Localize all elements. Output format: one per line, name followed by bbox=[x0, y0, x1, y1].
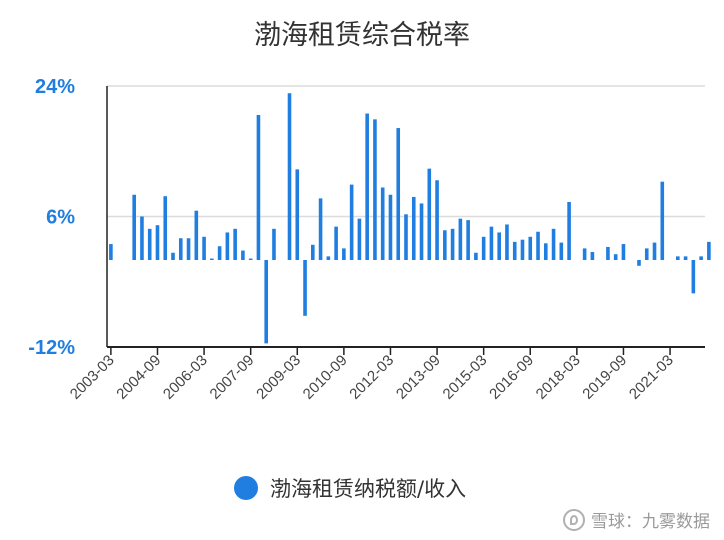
bar bbox=[210, 258, 214, 260]
bar bbox=[551, 228, 556, 260]
bar bbox=[606, 246, 610, 260]
bar bbox=[388, 194, 393, 260]
x-tick-label: 2003-03 bbox=[67, 352, 118, 403]
bar bbox=[427, 168, 432, 260]
chart-title: 渤海租赁综合税率 bbox=[254, 20, 470, 51]
bar bbox=[404, 214, 408, 260]
x-tick-label: 2015-03 bbox=[440, 352, 491, 403]
bar bbox=[699, 256, 703, 260]
x-tick-label: 2006-03 bbox=[160, 352, 211, 403]
bar bbox=[691, 260, 696, 294]
bar bbox=[676, 256, 680, 260]
bar bbox=[365, 113, 369, 260]
bar bbox=[256, 115, 261, 260]
bar bbox=[241, 250, 245, 260]
gridlines bbox=[107, 85, 705, 218]
bar bbox=[147, 228, 152, 260]
bar bbox=[186, 238, 191, 260]
bar bbox=[497, 232, 501, 260]
bar bbox=[233, 228, 237, 260]
x-tick-label: 2012-03 bbox=[346, 352, 397, 403]
bar bbox=[505, 224, 509, 260]
y-tick-label: -12% bbox=[28, 337, 75, 359]
bar bbox=[202, 236, 206, 260]
bar bbox=[652, 242, 657, 260]
y-tick-label: 24% bbox=[35, 76, 75, 98]
bar bbox=[582, 248, 587, 260]
bar bbox=[419, 203, 424, 260]
bar bbox=[342, 248, 346, 260]
bar bbox=[140, 216, 144, 260]
bar bbox=[303, 260, 307, 316]
bar bbox=[295, 169, 300, 260]
x-tick-label: 2018-03 bbox=[533, 352, 584, 403]
bar bbox=[458, 218, 463, 260]
bar bbox=[512, 241, 517, 260]
x-tick-label: 2009-03 bbox=[253, 352, 304, 403]
x-tick-label: 2010-09 bbox=[300, 352, 351, 403]
bar bbox=[435, 180, 439, 260]
bar bbox=[171, 252, 175, 260]
bar bbox=[411, 196, 416, 260]
bar bbox=[707, 241, 711, 260]
bar bbox=[443, 230, 447, 260]
snowball-logo-icon bbox=[563, 508, 585, 531]
bar bbox=[474, 252, 478, 260]
bar bbox=[318, 198, 323, 260]
bar bbox=[373, 119, 377, 260]
bar bbox=[272, 228, 276, 260]
legend: 渤海租赁纳税额/收入 bbox=[234, 476, 466, 501]
legend-swatch bbox=[234, 476, 258, 500]
bar bbox=[466, 220, 470, 260]
bar bbox=[155, 225, 160, 260]
bar bbox=[489, 226, 494, 260]
bar bbox=[109, 244, 113, 260]
bar bbox=[225, 232, 230, 260]
bar bbox=[396, 128, 401, 260]
watermark: 雪球：九雾数据 bbox=[563, 507, 710, 532]
bar bbox=[683, 256, 688, 260]
bar bbox=[326, 256, 331, 260]
bar bbox=[637, 260, 641, 266]
bar bbox=[644, 248, 649, 260]
bar bbox=[520, 239, 525, 260]
legend-label: 渤海租赁纳税额/收入 bbox=[270, 477, 466, 501]
x-tick-label: 2007-09 bbox=[207, 352, 258, 403]
bar bbox=[163, 196, 168, 260]
bar bbox=[311, 244, 315, 260]
x-tick-label: 2004-09 bbox=[113, 352, 164, 403]
bar-series bbox=[109, 93, 711, 344]
bar bbox=[559, 242, 564, 260]
bar bbox=[349, 184, 354, 260]
bar bbox=[217, 246, 222, 260]
y-tick-label: 6% bbox=[46, 207, 75, 229]
bar bbox=[481, 236, 486, 260]
bar bbox=[264, 260, 269, 344]
bar bbox=[528, 236, 533, 260]
bar bbox=[380, 187, 385, 260]
bar bbox=[334, 226, 338, 260]
bar bbox=[178, 238, 183, 260]
bar bbox=[660, 181, 665, 260]
x-tick-label: 2013-09 bbox=[393, 352, 444, 403]
x-axis-ticks: 2003-032004-092006-032007-092009-032010-… bbox=[67, 347, 677, 403]
bar bbox=[543, 243, 548, 260]
bar bbox=[567, 202, 571, 260]
bar bbox=[621, 244, 626, 260]
x-tick-label: 2016-09 bbox=[486, 352, 537, 403]
bar bbox=[450, 228, 455, 260]
bar bbox=[590, 252, 595, 260]
bar bbox=[287, 93, 292, 260]
x-tick-label: 2021-03 bbox=[626, 352, 677, 403]
bar bbox=[536, 231, 540, 260]
watermark-text: 雪球：九雾数据 bbox=[591, 512, 710, 532]
bar bbox=[194, 210, 199, 260]
y-axis-ticks: 24% 6% -12% bbox=[28, 76, 75, 359]
bar bbox=[357, 218, 362, 260]
x-tick-label: 2019-09 bbox=[579, 352, 630, 403]
bar bbox=[613, 254, 618, 260]
bar bbox=[248, 258, 253, 260]
bar bbox=[132, 194, 136, 260]
